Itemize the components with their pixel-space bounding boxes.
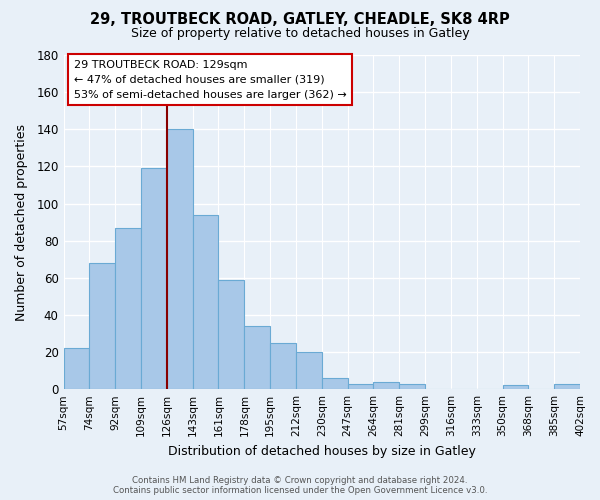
Bar	[503, 386, 529, 389]
Text: Size of property relative to detached houses in Gatley: Size of property relative to detached ho…	[131, 28, 469, 40]
Bar	[193, 214, 218, 389]
Bar	[218, 280, 244, 389]
Bar	[347, 384, 373, 389]
X-axis label: Distribution of detached houses by size in Gatley: Distribution of detached houses by size …	[168, 444, 476, 458]
Y-axis label: Number of detached properties: Number of detached properties	[15, 124, 28, 320]
Bar	[244, 326, 270, 389]
Bar	[167, 130, 193, 389]
Bar	[64, 348, 89, 389]
Bar	[296, 352, 322, 389]
Bar	[554, 384, 580, 389]
Bar	[115, 228, 141, 389]
Bar	[89, 263, 115, 389]
Bar	[373, 382, 399, 389]
Text: 29 TROUTBECK ROAD: 129sqm
← 47% of detached houses are smaller (319)
53% of semi: 29 TROUTBECK ROAD: 129sqm ← 47% of detac…	[74, 60, 347, 100]
Text: 29, TROUTBECK ROAD, GATLEY, CHEADLE, SK8 4RP: 29, TROUTBECK ROAD, GATLEY, CHEADLE, SK8…	[90, 12, 510, 28]
Bar	[322, 378, 347, 389]
Text: Contains HM Land Registry data © Crown copyright and database right 2024.
Contai: Contains HM Land Registry data © Crown c…	[113, 476, 487, 495]
Bar	[270, 343, 296, 389]
Bar	[141, 168, 167, 389]
Bar	[399, 384, 425, 389]
